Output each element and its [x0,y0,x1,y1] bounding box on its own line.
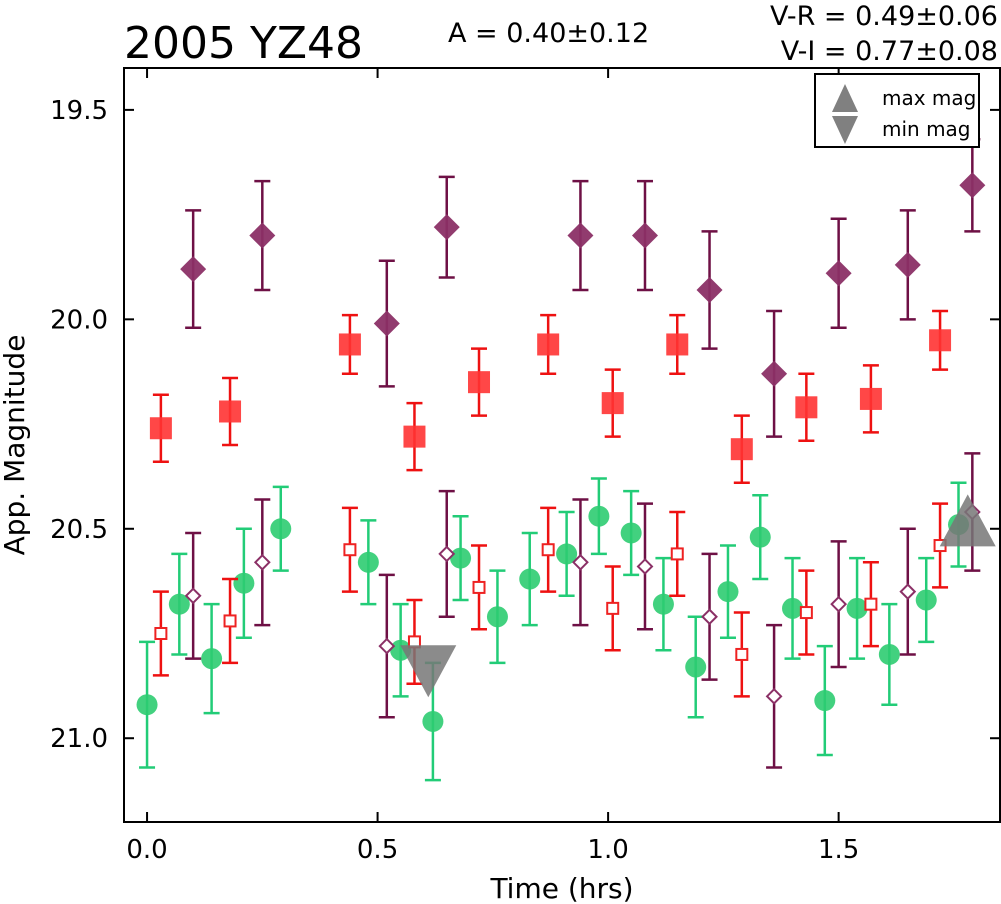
extrema-markers [400,494,996,698]
min-mag-marker [400,645,457,698]
data-point-diamond-open [636,558,654,575]
data-point-square-open [541,543,555,557]
y-tick-label: 20.0 [50,305,108,335]
color-index-vr: V-R = 0.49±0.06 [770,1,998,32]
data-point-diamond [180,256,207,283]
legend-max-mag-icon [832,84,858,112]
data-point-circle [782,597,804,619]
max-mag-marker [939,494,996,547]
data-point-diamond-open [438,545,456,563]
data-point-square-open [606,601,620,615]
data-point-circle [556,543,578,565]
data-point-circle [846,597,868,619]
data-point-diamond [373,310,400,337]
x-tick-label: 0.0 [126,835,167,865]
color-index-vi: V-I = 0.77±0.08 [781,36,998,67]
legend-label-max-mag: max mag [882,86,976,110]
data-point-circle [519,568,541,590]
x-tick-label: 1.0 [587,835,628,865]
data-point-circle [749,526,771,548]
data-point-diamond [567,222,594,249]
amplitude-label: A = 0.40±0.12 [448,18,649,49]
data-point-square [468,371,491,394]
data-point-diamond-open [701,608,718,626]
data-point-diamond-open [765,687,783,705]
plot-frame [123,67,1001,823]
data-point-diamond [959,172,986,199]
data-point-diamond [761,360,788,387]
data-point-diamond-open [378,637,396,655]
data-point-diamond-open [572,553,589,571]
data-point-square [338,333,361,356]
data-point-square [730,438,753,461]
data-point-diamond [631,222,658,249]
data-point-square [403,425,426,448]
data-point-diamond [249,222,276,249]
data-point-diamond-open [253,553,271,571]
data-point-diamond-open [899,583,917,601]
data-point-square-open [735,647,749,661]
legend-label-min-mag: min mag [882,117,971,141]
data-point-square-open [343,543,357,557]
data-point-circle [717,581,739,603]
data-point-diamond [894,251,921,278]
data-point-diamond-open [184,587,202,605]
data-point-square [795,396,818,419]
data-point-circle [270,518,292,540]
data-point-square-open [472,580,486,594]
y-tick-label: 19.5 [50,96,108,126]
data-point-square [219,400,242,423]
data-point-square-open [799,606,813,620]
data-point-circle [814,690,836,712]
data-point-circle [620,522,642,544]
data-point-circle [357,551,379,573]
legend-min-mag-icon [832,116,858,144]
data-point-square-open [154,627,168,640]
data-point-diamond [825,260,852,287]
data-point-square [149,417,172,440]
data-point-circle [878,643,900,665]
data-point-circle [685,656,707,678]
data-point-circle [652,593,674,615]
data-point-square-open [223,614,237,628]
chart-title: 2005 YZ48 [124,18,363,69]
legend: max mag min mag [814,73,980,148]
data-point-square-open [864,597,878,611]
data-point-circle [201,648,223,670]
data-point-circle [168,593,190,615]
data-point-diamond-open [830,595,848,613]
data-point-diamond [696,277,723,304]
x-axis-ticks: 0.0 0.5 1.0 1.5 [126,68,859,865]
data-point-square [537,333,560,356]
data-point-circle [915,589,937,611]
data-point-circle [136,694,158,716]
data-point-square [666,333,689,356]
data-point-square [601,392,624,415]
x-tick-label: 1.5 [818,835,859,865]
data-point-circle [486,606,508,628]
y-tick-label: 20.5 [50,515,108,545]
data-point-circle [450,547,472,569]
data-marks [136,137,986,782]
x-axis-label: Time (hrs) [489,872,633,904]
data-point-circle [233,572,255,594]
data-point-square [859,387,882,410]
data-point-circle [588,505,610,527]
y-axis-ticks: 19.5 20.0 20.5 21.0 [50,96,1000,754]
data-point-diamond [433,214,460,241]
x-tick-label: 0.5 [357,835,398,865]
data-point-circle [422,710,444,732]
y-tick-label: 21.0 [50,724,108,754]
data-point-square-open [670,547,684,561]
data-point-square [929,329,952,352]
y-axis-label: App. Magnitude [0,335,31,556]
